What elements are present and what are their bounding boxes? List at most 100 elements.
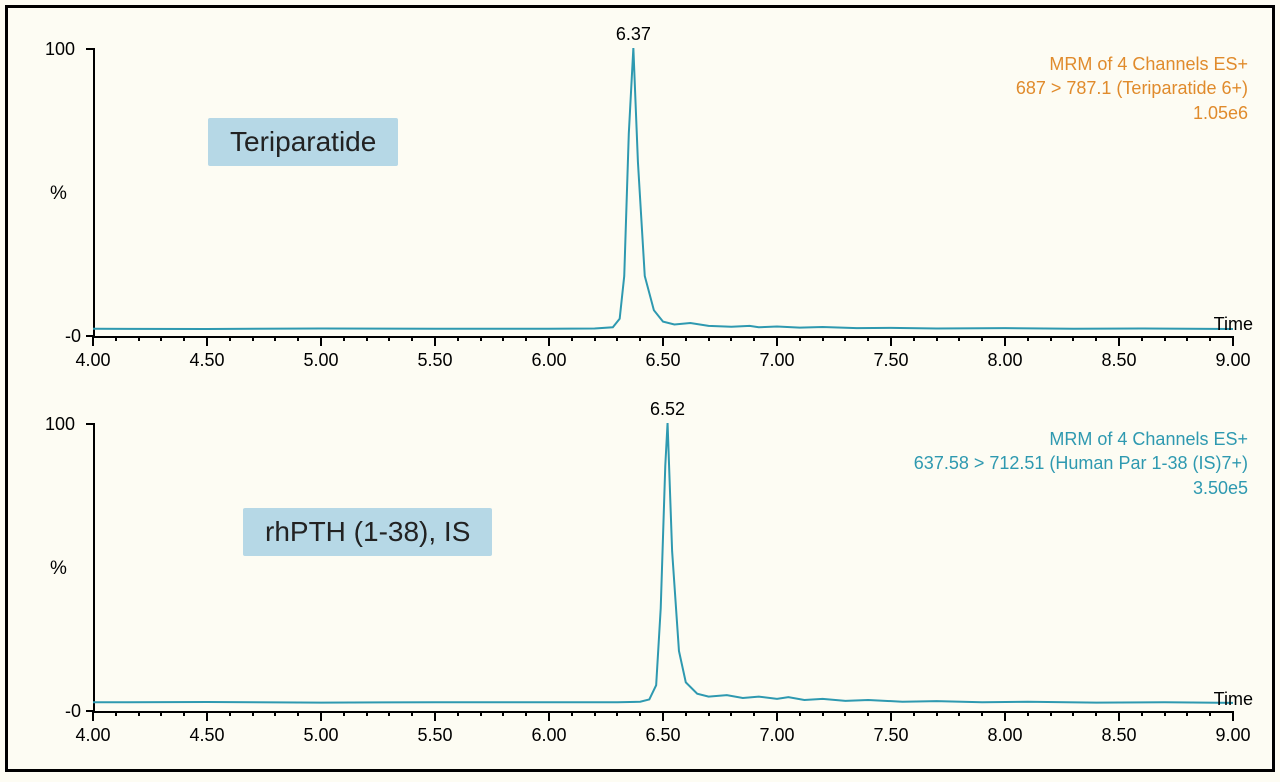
x-tick-minor <box>274 336 276 341</box>
x-tick-minor <box>685 711 687 716</box>
x-tick-minor <box>457 711 459 716</box>
x-tick-label: 6.00 <box>519 725 579 746</box>
info-line: 3.50e5 <box>914 476 1248 500</box>
x-tick-label: 8.50 <box>1089 725 1149 746</box>
x-tick-major <box>1232 711 1234 721</box>
x-tick-label: 9.00 <box>1203 350 1263 371</box>
x-tick-minor <box>616 336 618 341</box>
x-tick-minor <box>138 336 140 341</box>
x-tick-minor <box>799 711 801 716</box>
x-tick-label: 4.50 <box>177 350 237 371</box>
x-tick-label: 7.50 <box>861 350 921 371</box>
x-tick-minor <box>1141 711 1143 716</box>
x-tick-minor <box>753 336 755 341</box>
x-tick-minor <box>138 711 140 716</box>
x-tick-label: 6.50 <box>633 350 693 371</box>
x-tick-minor <box>936 336 938 341</box>
x-tick-minor <box>1164 336 1166 341</box>
x-tick-minor <box>844 336 846 341</box>
x-tick-major <box>1118 336 1120 346</box>
y-unit-label: % <box>50 183 67 205</box>
x-tick-major <box>206 336 208 346</box>
x-tick-major <box>548 711 550 721</box>
x-tick-minor <box>411 336 413 341</box>
x-tick-minor <box>252 336 254 341</box>
x-tick-major <box>776 711 778 721</box>
x-tick-minor <box>730 336 732 341</box>
x-tick-minor <box>913 711 915 716</box>
x-tick-minor <box>274 711 276 716</box>
x-tick-minor <box>388 711 390 716</box>
x-tick-minor <box>457 336 459 341</box>
x-tick-major <box>776 336 778 346</box>
x-tick-minor <box>1164 711 1166 716</box>
x-tick-minor <box>571 711 573 716</box>
x-tick-minor <box>822 711 824 716</box>
x-tick-minor <box>799 336 801 341</box>
x-tick-minor <box>366 336 368 341</box>
x-tick-minor <box>183 711 185 716</box>
x-tick-minor <box>411 711 413 716</box>
x-tick-label: 4.00 <box>63 725 123 746</box>
x-tick-minor <box>1209 336 1211 341</box>
y-label-100: 100 <box>30 39 75 60</box>
x-tick-minor <box>981 336 983 341</box>
figure-frame: 100 -0 % 6.37 MRM of 4 Channels ES+ 687 … <box>5 5 1275 772</box>
x-tick-minor <box>480 711 482 716</box>
x-tick-major <box>320 711 322 721</box>
x-tick-major <box>890 336 892 346</box>
x-tick-minor <box>1072 711 1074 716</box>
x-tick-minor <box>958 336 960 341</box>
x-tick-minor <box>480 336 482 341</box>
x-tick-minor <box>160 711 162 716</box>
x-tick-minor <box>867 711 869 716</box>
x-tick-major <box>92 336 94 346</box>
peak-rt-label-top: 6.37 <box>616 24 651 45</box>
x-tick-minor <box>1209 711 1211 716</box>
x-tick-minor <box>639 711 641 716</box>
x-tick-minor <box>936 711 938 716</box>
x-tick-major <box>1004 336 1006 346</box>
x-tick-label: 9.00 <box>1203 725 1263 746</box>
x-tick-minor <box>958 711 960 716</box>
x-tick-minor <box>867 336 869 341</box>
x-tick-label: 8.50 <box>1089 350 1149 371</box>
x-tick-minor <box>1050 336 1052 341</box>
info-line: MRM of 4 Channels ES+ <box>914 427 1248 451</box>
x-tick-minor <box>525 711 527 716</box>
x-tick-label: 6.00 <box>519 350 579 371</box>
channel-info-top: MRM of 4 Channels ES+ 687 > 787.1 (Terip… <box>1016 52 1248 125</box>
x-tick-label: 5.50 <box>405 350 465 371</box>
x-tick-major <box>1004 711 1006 721</box>
x-tick-minor <box>160 336 162 341</box>
x-tick-minor <box>1027 711 1029 716</box>
info-line: 1.05e6 <box>1016 101 1248 125</box>
x-tick-minor <box>1141 336 1143 341</box>
x-tick-minor <box>366 711 368 716</box>
x-tick-major <box>890 711 892 721</box>
x-tick-label: 7.00 <box>747 725 807 746</box>
x-tick-minor <box>639 336 641 341</box>
x-tick-minor <box>708 336 710 341</box>
x-tick-minor <box>981 711 983 716</box>
x-tick-minor <box>388 336 390 341</box>
x-tick-minor <box>502 336 504 341</box>
x-tick-minor <box>343 336 345 341</box>
x-tick-major <box>662 336 664 346</box>
info-line: 637.58 > 712.51 (Human Par 1-38 (IS)7+) <box>914 451 1248 475</box>
chromatogram-panel-rhpth: 100 -0 % 6.52 MRM of 4 Channels ES+ 637.… <box>38 393 1248 753</box>
x-tick-major <box>1232 336 1234 346</box>
peak-rt-label-bottom: 6.52 <box>650 399 685 420</box>
x-tick-label: 7.00 <box>747 350 807 371</box>
x-axis-label-top: Time <box>1214 314 1253 335</box>
x-tick-minor <box>913 336 915 341</box>
x-tick-minor <box>1050 711 1052 716</box>
x-tick-minor <box>1072 336 1074 341</box>
x-tick-minor <box>229 711 231 716</box>
x-tick-minor <box>252 711 254 716</box>
x-tick-minor <box>115 336 117 341</box>
x-tick-major <box>434 711 436 721</box>
x-tick-minor <box>571 336 573 341</box>
x-tick-minor <box>1095 336 1097 341</box>
x-tick-label: 8.00 <box>975 725 1035 746</box>
